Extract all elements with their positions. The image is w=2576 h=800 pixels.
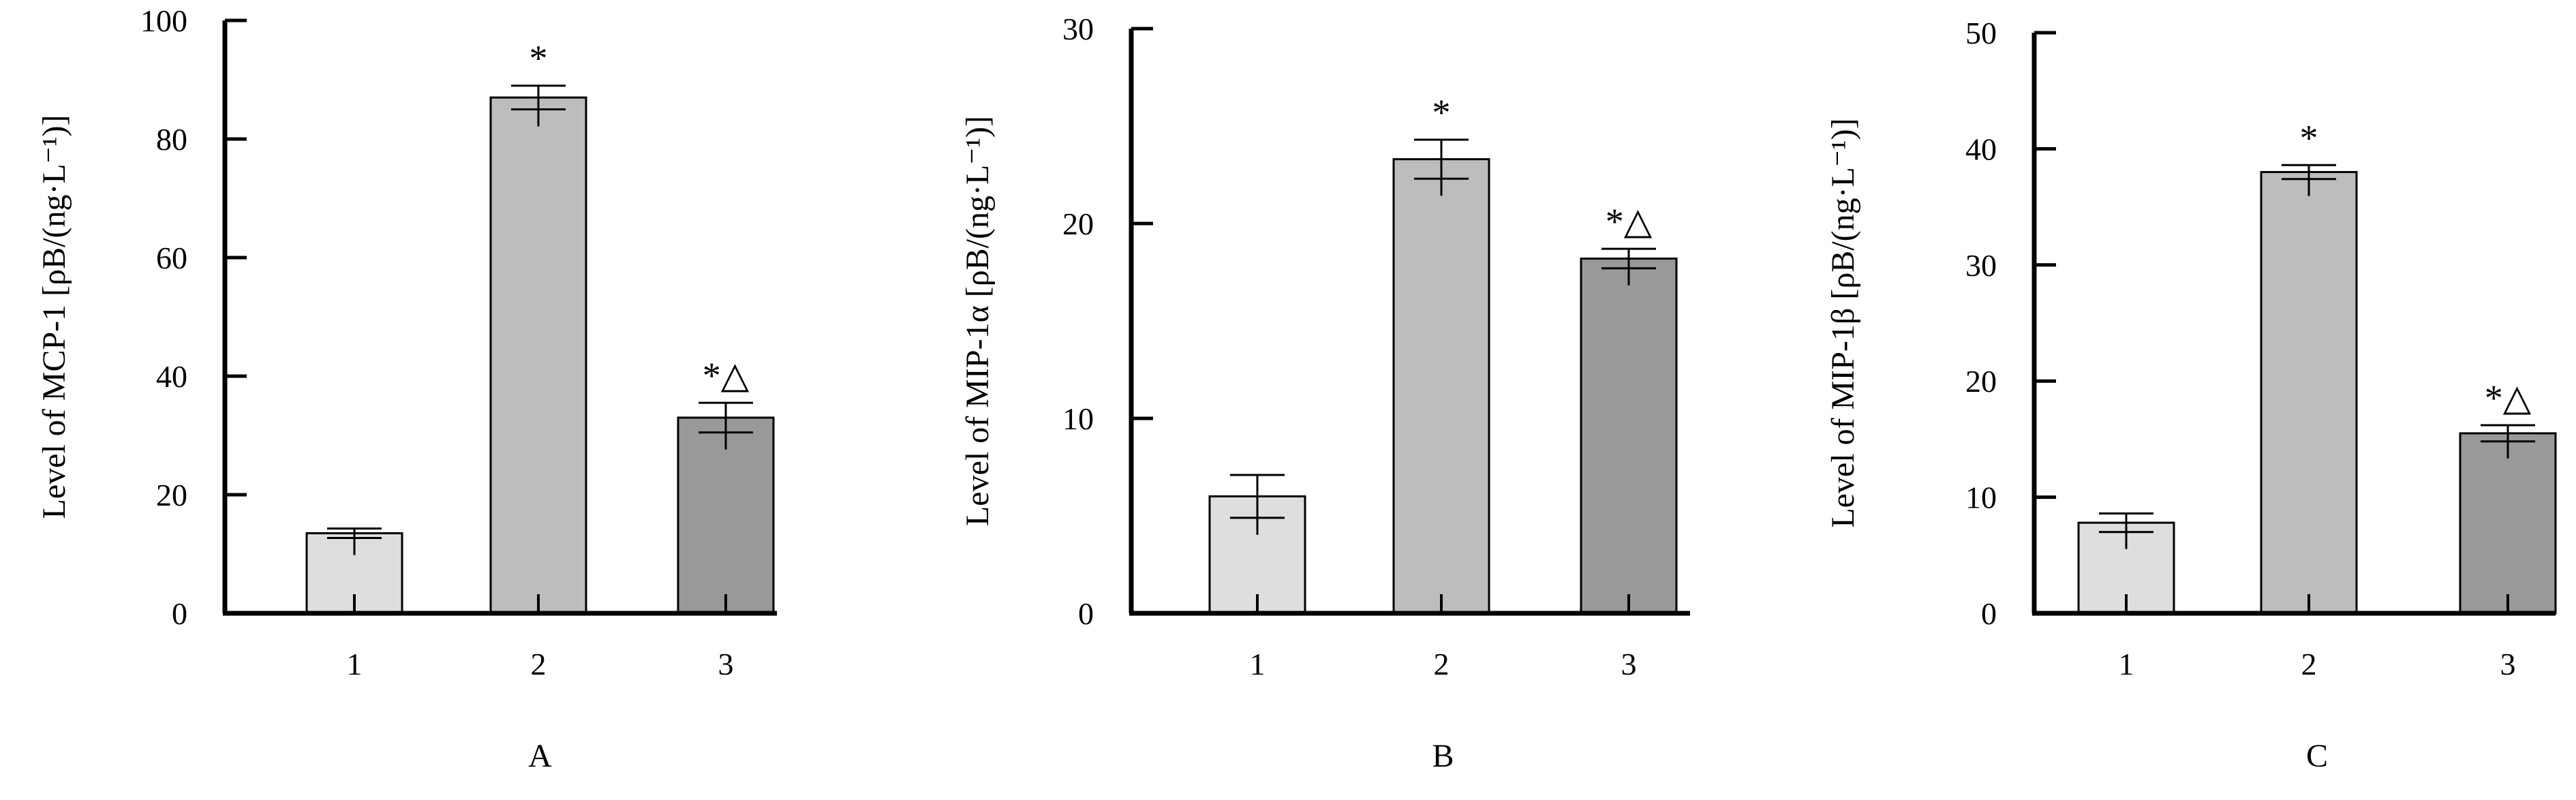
bar-3 xyxy=(2459,432,2557,615)
bar-2 xyxy=(489,96,587,615)
significance-marker-3: *△ xyxy=(2485,378,2532,418)
bar-2 xyxy=(2260,170,2358,615)
y-tick-label: 10 xyxy=(1062,401,1094,436)
significance-marker-2: * xyxy=(1432,92,1451,133)
significance-marker-2: * xyxy=(2300,117,2318,158)
y-tick-label: 60 xyxy=(156,241,187,275)
x-tick-label: 3 xyxy=(1621,647,1637,681)
y-axis-label: Level of MIP-1β [ρB/(ng·L⁻¹)] xyxy=(1825,118,1861,527)
significance-marker-2: * xyxy=(530,38,548,79)
panel-label: A xyxy=(528,738,552,774)
bar-3 xyxy=(677,416,775,615)
y-tick-label: 10 xyxy=(1965,480,1997,515)
x-tick-label: 2 xyxy=(1434,647,1450,681)
x-tick-label: 3 xyxy=(2500,647,2516,681)
significance-marker-3: *△ xyxy=(1606,201,1653,242)
x-tick-label: 2 xyxy=(2301,647,2317,681)
error-bar-1 xyxy=(327,527,382,555)
y-axis-label: Level of MCP-1 [ρB/(ng·L⁻¹)] xyxy=(36,115,72,519)
x-tick-label: 1 xyxy=(1250,647,1266,681)
bar-2 xyxy=(1392,158,1490,615)
error-bar-3 xyxy=(699,401,753,450)
y-tick-label: 40 xyxy=(1965,132,1997,166)
y-tick-label: 50 xyxy=(1965,16,1997,50)
y-tick-label: 20 xyxy=(156,478,187,512)
y-tick-label: 20 xyxy=(1062,206,1094,241)
y-tick-label: 20 xyxy=(1965,364,1997,399)
bar-3 xyxy=(1580,257,1678,615)
y-tick-label: 30 xyxy=(1965,248,1997,283)
error-bar-3 xyxy=(2481,424,2535,459)
error-bar-2 xyxy=(1414,138,1469,196)
error-bar-1 xyxy=(2099,512,2153,549)
y-tick-label: 40 xyxy=(156,359,187,394)
y-tick-label: 0 xyxy=(1078,596,1094,631)
panel-label: C xyxy=(2306,738,2328,774)
error-bar-1 xyxy=(1230,474,1285,535)
x-tick-label: 1 xyxy=(347,647,363,681)
y-axis-label: Level of MIP-1α [ρB/(ng·L⁻¹)] xyxy=(960,116,996,526)
x-tick-label: 1 xyxy=(2119,647,2134,681)
x-tick-label: 3 xyxy=(718,647,734,681)
significance-marker-3: *△ xyxy=(703,355,750,396)
chart-panel-a: 1 * 2 *△ 3 0 20 40 60 80 100 Level of MCP-1 [ρB/(ng… xyxy=(36,3,777,774)
y-tick-label: 30 xyxy=(1062,12,1094,46)
y-tick-label: 80 xyxy=(156,122,187,157)
error-bar-2 xyxy=(511,84,566,127)
y-tick-label: 0 xyxy=(1981,596,1997,631)
error-bar-3 xyxy=(1601,247,1656,286)
y-tick-label: 0 xyxy=(172,596,187,631)
x-tick-label: 2 xyxy=(531,647,547,681)
panel-label: B xyxy=(1432,738,1454,774)
y-tick-label: 100 xyxy=(140,3,187,38)
error-bar-2 xyxy=(2282,164,2336,196)
